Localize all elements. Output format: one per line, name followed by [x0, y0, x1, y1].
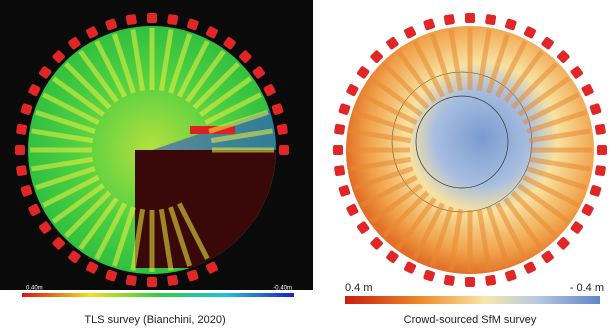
window-marker — [279, 145, 289, 155]
window-marker — [465, 277, 475, 287]
window-marker — [504, 18, 517, 31]
window-marker — [423, 18, 436, 31]
left-colorbar — [22, 293, 294, 297]
left-scale-min: -0.40m — [273, 286, 292, 292]
window-marker — [423, 269, 436, 282]
window-marker — [444, 275, 455, 286]
window-marker — [589, 103, 602, 116]
figure: 0.40m -0.40m TLS survey (Bianchini, 2020… — [0, 0, 614, 329]
window-marker — [485, 14, 496, 25]
window-marker — [523, 261, 536, 274]
window-marker — [167, 14, 178, 25]
window-marker — [338, 184, 351, 197]
window-marker — [370, 50, 384, 64]
window-marker — [444, 14, 455, 25]
window-marker — [385, 250, 399, 264]
window-marker — [403, 26, 416, 39]
window-marker — [167, 275, 178, 286]
right-caption: Crowd-sourced SfM survey — [404, 314, 537, 326]
window-marker — [346, 203, 359, 216]
window-marker — [570, 221, 584, 235]
window-marker — [523, 26, 536, 39]
window-marker — [485, 275, 496, 286]
window-marker — [334, 124, 345, 135]
window-marker — [147, 277, 157, 287]
window-marker — [147, 13, 157, 23]
window-marker — [541, 250, 555, 264]
window-marker — [16, 165, 27, 176]
window-marker — [16, 124, 27, 135]
window-marker — [570, 65, 584, 79]
window-marker — [346, 83, 359, 96]
window-marker — [595, 165, 606, 176]
window-marker — [370, 236, 384, 250]
window-marker — [556, 50, 570, 64]
window-marker — [333, 145, 343, 155]
window-marker — [581, 203, 594, 216]
right-scale-max: 0.4 m — [345, 282, 373, 294]
window-marker — [589, 184, 602, 197]
window-marker — [465, 13, 475, 23]
right-colorbar — [345, 296, 600, 304]
window-marker — [126, 14, 137, 25]
window-marker — [385, 36, 399, 50]
window-marker — [338, 103, 351, 116]
window-marker — [15, 145, 25, 155]
window-marker — [541, 36, 555, 50]
right-scale-min: - 0.4 m — [570, 282, 604, 294]
window-marker — [504, 269, 517, 282]
window-marker — [277, 124, 288, 135]
window-marker — [356, 221, 370, 235]
window-marker — [126, 275, 137, 286]
window-marker — [556, 236, 570, 250]
left-scale-max: 0.40m — [26, 286, 43, 292]
window-marker — [334, 165, 345, 176]
window-marker — [356, 65, 370, 79]
window-marker — [595, 124, 606, 135]
window-marker — [403, 261, 416, 274]
window-marker — [581, 83, 594, 96]
window-marker — [597, 145, 607, 155]
left-caption: TLS survey (Bianchini, 2020) — [84, 314, 225, 326]
